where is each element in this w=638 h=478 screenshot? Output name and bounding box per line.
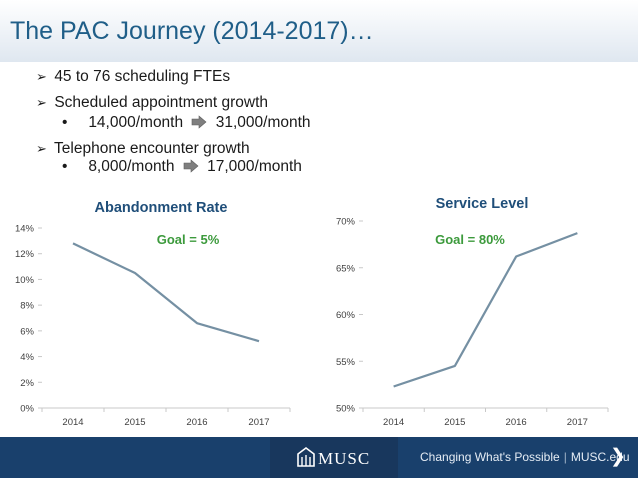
chart-title: Service Level [436, 196, 529, 212]
title-bar: The PAC Journey (2014-2017)… [0, 0, 638, 62]
sub-bullet-from: 8,000/month [88, 158, 175, 175]
sub-bullet-to: 31,000/month [215, 114, 311, 131]
y-tick-label: 14% [15, 224, 35, 235]
bullet-text: 45 to 76 scheduling FTEs [54, 68, 231, 85]
y-tick-label: 10% [15, 275, 35, 286]
bullet-item: ➢ Telephone encounter growth [36, 140, 250, 158]
musc-logo-icon [297, 447, 315, 467]
bullet-arrow-icon: ➢ [36, 95, 47, 110]
sub-bullet-item: • 8,000/month 17,000/month [62, 158, 302, 176]
tagline-text: Changing What's Possible [420, 450, 560, 464]
right-arrow-icon [183, 159, 199, 173]
series-line [72, 242, 260, 343]
tagline-separator: | [563, 450, 567, 464]
x-tick-label: 2014 [383, 417, 404, 428]
abandonment-rate-chart: Abandonment Rate Goal = 5% 0% 2% 4% 6% 8% 10% 12… [15, 200, 291, 428]
y-tick-label: 70% [336, 217, 356, 228]
footer-tagline: Changing What's Possible | MUSC.edu [420, 450, 630, 464]
chevron-right-icon[interactable]: ❯ [610, 446, 626, 467]
series-line [393, 232, 578, 388]
site-link[interactable]: MUSC.edu [570, 450, 630, 464]
bullet-item: ➢ 45 to 76 scheduling FTEs [36, 68, 230, 86]
y-tick-label: 55% [336, 357, 356, 368]
x-tick-label: 2017 [567, 417, 588, 428]
sub-bullet-from: 14,000/month [88, 114, 184, 131]
y-tick-label: 60% [336, 310, 356, 321]
y-tick-label: 8% [20, 301, 34, 312]
right-arrow-icon [192, 115, 207, 129]
y-tick-label: 4% [20, 352, 34, 363]
y-tick-label: 2% [20, 378, 34, 389]
bullet-dot-icon: • [62, 158, 68, 175]
y-tick-label: 65% [336, 263, 356, 274]
x-tick-label: 2016 [186, 417, 207, 428]
y-tick-label: 6% [20, 326, 34, 337]
bullet-item: ➢ Scheduled appointment growth [36, 94, 268, 112]
goal-annotation: Goal = 80% [435, 232, 505, 247]
bullet-arrow-icon: ➢ [36, 69, 47, 84]
y-tick-label: 0% [20, 404, 34, 415]
footer-bar: MUSC Changing What's Possible | MUSC.edu ❯ [0, 437, 638, 478]
bullet-text: Scheduled appointment growth [54, 94, 269, 111]
x-tick-label: 2015 [444, 417, 465, 428]
service-level-chart: Service Level Goal = 80% 50% 55% 60% 65% 70% 20… [336, 196, 609, 428]
bullet-arrow-icon: ➢ [36, 141, 47, 156]
slide-title: The PAC Journey (2014-2017)… [10, 17, 374, 45]
musc-logo-text: MUSC [318, 449, 371, 468]
x-tick-label: 2015 [124, 417, 145, 428]
x-tick-label: 2016 [506, 417, 527, 428]
sub-bullet-to: 17,000/month [207, 158, 302, 175]
x-tick-label: 2014 [62, 417, 83, 428]
x-tick-label: 2017 [248, 417, 269, 428]
y-tick-label: 12% [15, 249, 35, 260]
goal-annotation: Goal = 5% [157, 232, 220, 247]
bullet-dot-icon: • [62, 114, 68, 131]
sub-bullet-item: • 14,000/month 31,000/month [62, 114, 311, 132]
bullet-text: Telephone encounter growth [54, 140, 250, 157]
chart-title: Abandonment Rate [95, 200, 228, 216]
logo-area [270, 437, 398, 478]
y-tick-label: 50% [336, 404, 356, 415]
